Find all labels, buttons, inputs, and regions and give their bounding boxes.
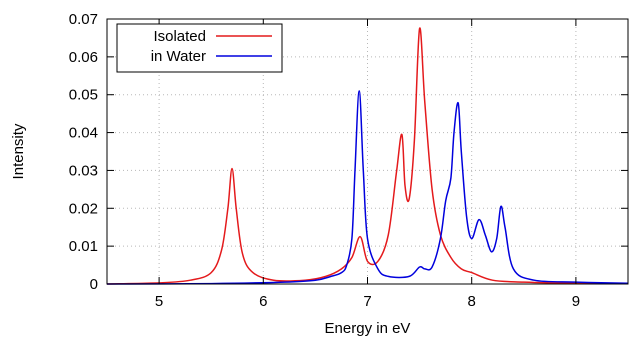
y-tick-label: 0.03 [69, 162, 98, 179]
y-axis-title: Intensity [10, 123, 27, 179]
x-tick-label: 6 [259, 293, 267, 310]
x-tick-label: 8 [468, 293, 476, 310]
series-line-in-water [106, 90, 629, 285]
y-tick-label: 0.05 [69, 87, 98, 104]
x-axis-title: Energy in eV [325, 320, 411, 337]
x-tick-label: 7 [363, 293, 371, 310]
legend: Isolated in Water [116, 23, 283, 73]
series-lines [106, 27, 629, 285]
y-tick-label: 0.02 [69, 200, 98, 217]
series-line-isolated [106, 27, 629, 285]
legend-box [116, 23, 283, 73]
x-tick-label: 5 [155, 293, 163, 310]
y-tick-label: 0 [90, 276, 98, 293]
y-tick-label: 0.06 [69, 49, 98, 66]
x-tick-label: 9 [572, 293, 580, 310]
y-tick-label: 0.04 [69, 125, 98, 142]
legend-label: Isolated [153, 28, 206, 45]
y-tick-label: 0.07 [69, 11, 98, 28]
y-tick-label: 0.01 [69, 238, 98, 255]
legend-label: in Water [151, 48, 206, 65]
axis-ticks: 0 0.01 0.02 0.03 0.04 0.05 0.06 0.07 5 6 7 8 9 [69, 11, 628, 310]
